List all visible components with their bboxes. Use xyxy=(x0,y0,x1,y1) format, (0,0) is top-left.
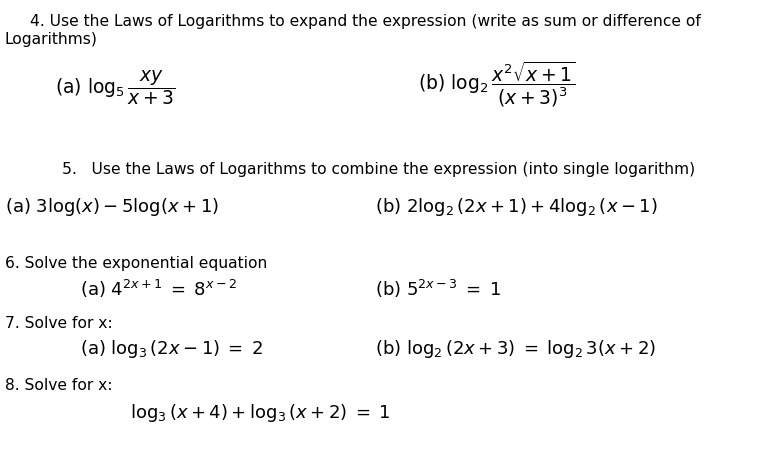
Text: (a) $3\mathrm{log}(x) - 5\mathrm{log}(x+1)$: (a) $3\mathrm{log}(x) - 5\mathrm{log}(x+… xyxy=(5,195,219,218)
Text: (b) $\log_2(2x + 3)\;=\;\log_2 3(x + 2)$: (b) $\log_2(2x + 3)\;=\;\log_2 3(x + 2)$ xyxy=(375,337,656,359)
Text: 5.   Use the Laws of Logarithms to combine the expression (into single logarithm: 5. Use the Laws of Logarithms to combine… xyxy=(62,162,695,176)
Text: (a) $\log_5 \dfrac{xy}{x+3}$: (a) $\log_5 \dfrac{xy}{x+3}$ xyxy=(55,68,176,106)
Text: (b) $5^{2x-3}\;=\;1$: (b) $5^{2x-3}\;=\;1$ xyxy=(375,277,500,300)
Text: 4. Use the Laws of Logarithms to expand the expression (write as sum or differen: 4. Use the Laws of Logarithms to expand … xyxy=(30,14,701,29)
Text: (a) $\log_3(2x - 1)\;=\;2$: (a) $\log_3(2x - 1)\;=\;2$ xyxy=(80,337,263,359)
Text: $\log_3(x + 4) + \log_3(x + 2)\;=\;1$: $\log_3(x + 4) + \log_3(x + 2)\;=\;1$ xyxy=(130,401,390,423)
Text: (b) $\log_2 \dfrac{x^2\sqrt{x+1}}{(x+3)^3}$: (b) $\log_2 \dfrac{x^2\sqrt{x+1}}{(x+3)^… xyxy=(418,60,576,109)
Text: 6. Solve the exponential equation: 6. Solve the exponential equation xyxy=(5,256,267,270)
Text: 8. Solve for x:: 8. Solve for x: xyxy=(5,377,113,392)
Text: (a) $4^{2x+1}\;=\;8^{x-2}$: (a) $4^{2x+1}\;=\;8^{x-2}$ xyxy=(80,277,237,300)
Text: 7. Solve for x:: 7. Solve for x: xyxy=(5,315,113,330)
Text: Logarithms): Logarithms) xyxy=(5,32,98,47)
Text: (b) $2\log_2(2x + 1) + 4\log_2(x - 1)$: (b) $2\log_2(2x + 1) + 4\log_2(x - 1)$ xyxy=(375,195,658,218)
